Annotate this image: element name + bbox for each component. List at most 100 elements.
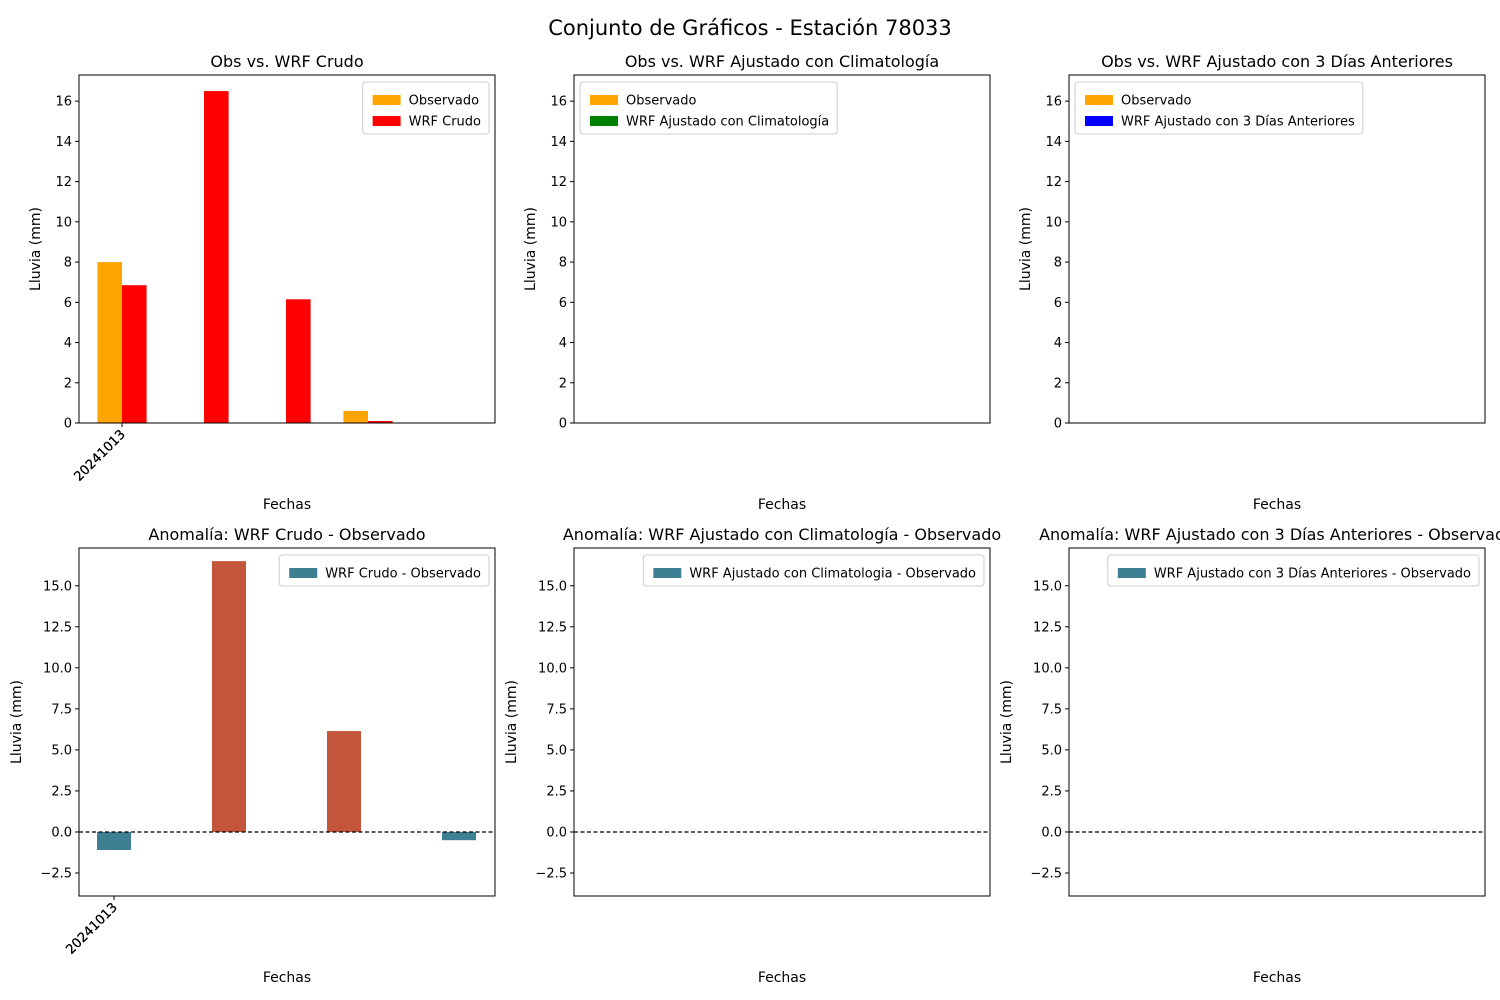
legend: Observado WRF Ajustado con Climatología [579,81,838,135]
y-tick-label: 12 [550,175,567,190]
x-axis-label: Fechas [263,970,311,986]
y-axis-label: Lluvia (mm) [28,207,44,291]
x-axis-label: Fechas [1253,497,1301,513]
y-tick-label: 6 [64,296,72,311]
y-tick-label: 10 [550,215,567,230]
y-tick-label: 12.5 [1033,620,1062,635]
y-tick-label: 4 [64,336,72,351]
y-tick-label: 14 [55,135,72,150]
bar-observado [97,262,122,423]
y-tick-label: 6 [559,296,567,311]
chart-panel-4: −2.5 0.0 2.5 5.0 7.5 10.0 12.5 15.0 20241013 Fech… [9,525,496,986]
chart-title: Obs vs. WRF Crudo [210,52,363,71]
y-tick-label: 2.5 [1041,784,1062,799]
y-tick-label: 16 [1045,95,1062,110]
y-tick-label: 2 [559,376,567,391]
legend-swatch [653,568,682,578]
anomaly-bar [212,561,246,832]
axes-frame [573,547,991,897]
y-tick-label: 7.5 [51,702,72,717]
y-tick-label: 0 [559,417,567,432]
axes-frame [1068,74,1486,424]
bar-wrf-crudo [286,299,311,423]
axes-frame [78,74,496,424]
y-tick-label: −2.5 [535,867,567,882]
x-tick-label: 20241013 [71,427,128,484]
y-axis-label: Lluvia (mm) [504,680,520,764]
y-tick-label: 7.5 [546,702,567,717]
x-axis-label: Fechas [263,497,311,513]
y-tick-label: 5.0 [51,743,72,758]
legend-label: Observado [626,94,697,109]
y-tick-label: 0.0 [51,825,72,840]
x-axis-label: Fechas [758,497,806,513]
legend-swatch [1085,95,1113,105]
y-tick-label: 0 [1054,417,1062,432]
bar-wrf-crudo [204,91,229,423]
y-tick-label: 5.0 [546,743,567,758]
y-tick-label: 10 [1045,215,1062,230]
y-axis-label: Lluvia (mm) [999,680,1015,764]
anomaly-bar [97,831,131,851]
plot-area [97,91,393,423]
legend-box [642,554,985,587]
y-tick-label: −2.5 [40,867,72,882]
y-tick-label: 15.0 [538,579,567,594]
legend: WRF Crudo - Observado [278,554,490,587]
legend-box [1107,554,1480,587]
anomaly-bar [327,731,361,832]
legend-label: WRF Crudo - Observado [325,567,481,582]
legend-swatch [590,95,618,105]
y-tick-label: 4 [1054,336,1062,351]
bar-wrf-crudo [368,420,393,423]
y-tick-label: 6 [1054,296,1062,311]
y-tick-label: 8 [559,256,567,271]
chart-title: Anomalía: WRF Ajustado con 3 Días Anteri… [1039,525,1500,544]
legend-label: WRF Crudo [409,115,481,130]
chart-panel-6: −2.5 0.0 2.5 5.0 7.5 10.0 12.5 15.0 20241013 Fech… [63,525,1500,986]
legend-label: Observado [1121,94,1192,109]
legend-swatch [289,568,318,578]
chart-panel-5: −2.5 0.0 2.5 5.0 7.5 10.0 12.5 15.0 20241013 Fech… [63,525,1001,986]
y-tick-label: 4 [559,336,567,351]
x-axis-label: Fechas [758,970,806,986]
y-tick-label: 0.0 [1041,825,1062,840]
legend: WRF Ajustado con Climatologia - Observad… [642,554,985,587]
y-tick-label: 12 [1045,175,1062,190]
x-axis-label: Fechas [1253,970,1301,986]
y-tick-label: 10.0 [1033,661,1062,676]
y-axis-label: Lluvia (mm) [523,207,539,291]
y-tick-label: 12.5 [538,620,567,635]
legend-swatch [372,95,401,105]
y-axis-label: Lluvia (mm) [1018,207,1034,291]
y-axis-label: Lluvia (mm) [9,680,25,764]
legend-box [579,81,838,135]
x-tick-label: 20241013 [63,900,120,957]
chart-panel-1: 0 2 4 6 8 10 12 14 16 20241013 Fechas Lluvia (mm) Ob… [28,52,496,513]
legend-swatch [1085,116,1113,126]
axes-frame [573,74,991,424]
figure-title: Conjunto de Gráficos - Estación 78033 [548,16,952,40]
legend-box [1074,81,1364,135]
y-tick-label: 10.0 [43,661,72,676]
y-tick-label: 2 [1054,376,1062,391]
y-tick-label: 16 [55,95,72,110]
y-tick-label: −2.5 [1030,867,1062,882]
y-tick-label: 12.5 [43,620,72,635]
y-tick-label: 2.5 [546,784,567,799]
plot-area [1069,831,1485,833]
legend-swatch [590,116,618,126]
y-tick-label: 2.5 [51,784,72,799]
axes-frame [1068,547,1486,897]
axes-frame [78,547,496,897]
chart-title: Anomalía: WRF Ajustado con Climatología … [563,525,1001,544]
legend-label: Observado [409,94,480,109]
legend-label: WRF Ajustado con 3 Días Anteriores - Obs… [1154,567,1471,582]
legend: Observado WRF Ajustado con 3 Días Anterio… [1074,81,1364,135]
chart-title: Obs vs. WRF Ajustado con Climatología [625,52,939,71]
legend-label: WRF Ajustado con Climatologia - Observad… [689,567,976,582]
legend: Observado WRF Crudo [362,81,490,135]
y-tick-label: 14 [1045,135,1062,150]
y-tick-label: 15.0 [43,579,72,594]
